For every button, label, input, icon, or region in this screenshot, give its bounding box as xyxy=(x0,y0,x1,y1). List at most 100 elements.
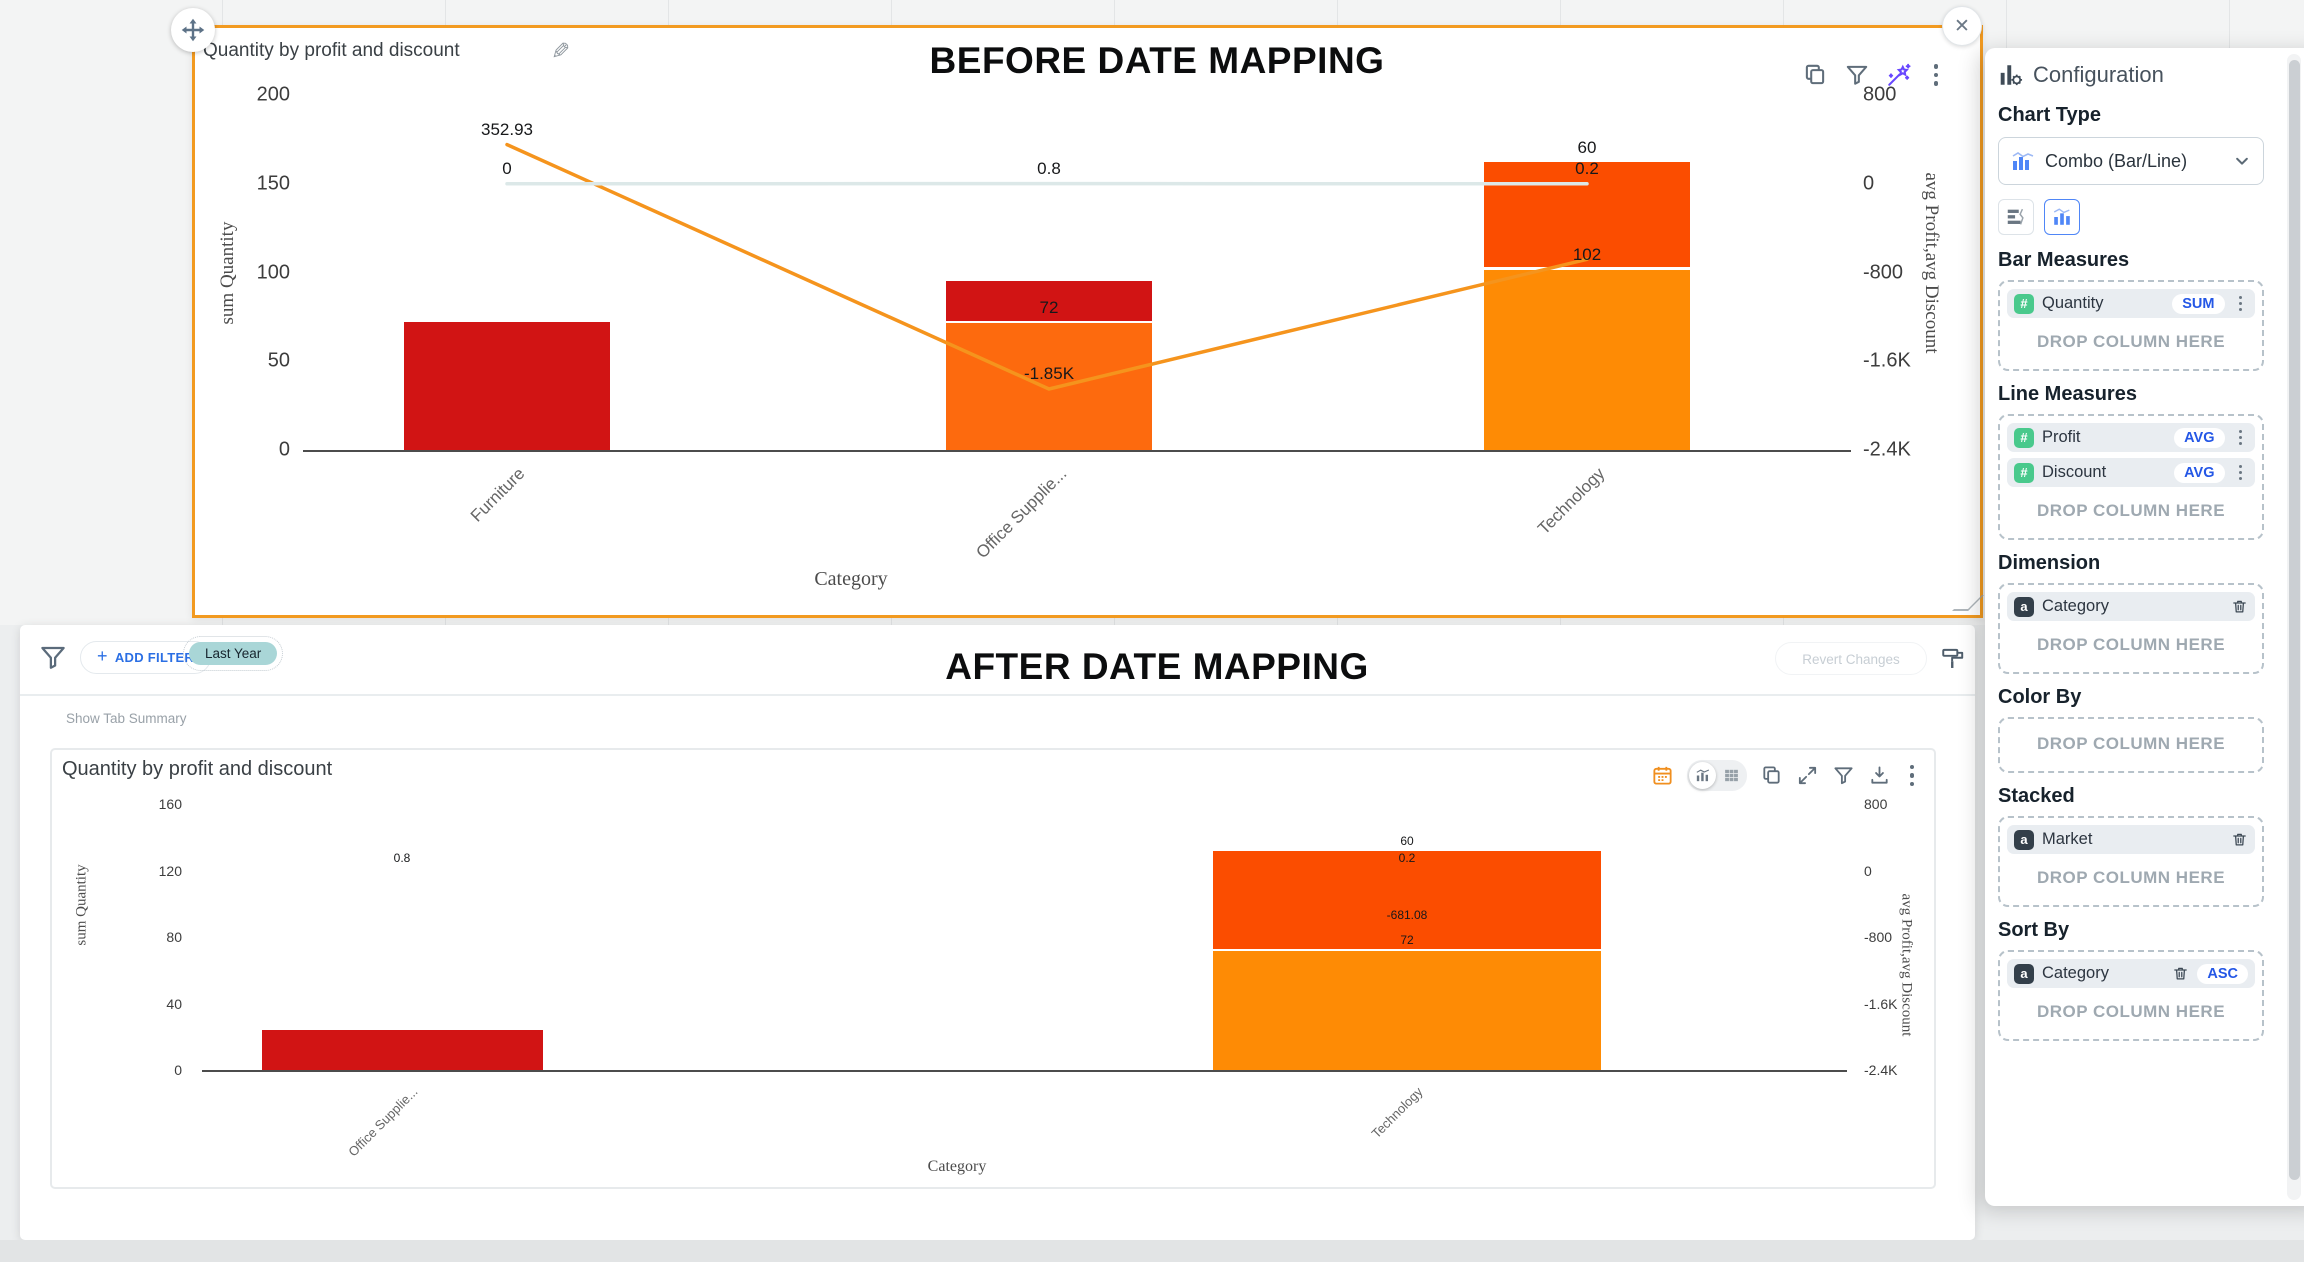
drop-zone[interactable]: a Market DROP COLUMN HERE xyxy=(1998,816,2264,907)
filter-bar-funnel-icon[interactable] xyxy=(38,643,68,673)
magic-wand-icon[interactable] xyxy=(1886,62,1912,88)
top-chart-card[interactable]: ✕ Quantity by profit and discount ✎ 200 1… xyxy=(171,6,1984,618)
column-chip[interactable]: a Category ASC xyxy=(2007,959,2255,988)
bar-segment[interactable] xyxy=(1213,850,1601,951)
bar-value-label: 60 xyxy=(1400,833,1414,848)
bar-segment[interactable] xyxy=(404,322,610,450)
bottom-combo-chart[interactable]: 160 120 80 40 0 800 0 -800 -1.6K -2.4K sum Quantit… xyxy=(52,750,1934,1187)
chart-view-icon[interactable] xyxy=(1688,762,1716,789)
aggregation-pill[interactable]: AVG xyxy=(2174,462,2225,483)
revert-changes-button[interactable]: Revert Changes xyxy=(1775,642,1927,675)
active-filter-chip[interactable]: Last Year xyxy=(183,636,284,671)
x-axis-category-label[interactable]: Furniture xyxy=(466,464,529,526)
trash-icon[interactable] xyxy=(2231,598,2248,615)
line-series-layer xyxy=(505,142,1589,391)
move-handle[interactable] xyxy=(171,8,215,52)
column-chip[interactable]: # Quantity SUM xyxy=(2007,289,2255,318)
column-chip[interactable]: a Category xyxy=(2007,592,2255,621)
scrollbar-thumb[interactable] xyxy=(2288,60,2300,1180)
bar-value-label: 60 xyxy=(1577,138,1597,158)
bar-segment[interactable] xyxy=(1484,268,1690,450)
drop-zone[interactable]: DROP COLUMN HERE xyxy=(1998,717,2264,773)
x-axis-name: Category xyxy=(927,1158,987,1175)
segment-divider xyxy=(946,320,1152,324)
column-name: Category xyxy=(2042,964,2109,982)
paint-roller-icon[interactable] xyxy=(1940,645,1966,671)
calendar-icon[interactable] xyxy=(1651,764,1674,787)
combo-chart-icon xyxy=(2012,152,2034,170)
right-axis-tick: 800 xyxy=(1864,796,1888,812)
x-axis-category-label[interactable]: Technology xyxy=(1534,464,1609,539)
vertical-combo-button[interactable] xyxy=(2044,199,2080,235)
column-chip[interactable]: # Profit AVG xyxy=(2007,423,2255,452)
right-axis-name: avg Profit,avg Discount xyxy=(1921,172,1942,354)
section-label: Sort By xyxy=(1998,919,2070,941)
x-axis-category-label[interactable]: Office Supplie... xyxy=(345,1084,421,1160)
trash-icon[interactable] xyxy=(2231,831,2248,848)
aggregation-pill[interactable]: SUM xyxy=(2172,293,2225,314)
more-options-icon[interactable] xyxy=(1928,64,1945,86)
section-label: Stacked xyxy=(1998,785,2075,807)
top-chart-title: Quantity by profit and discount xyxy=(203,40,460,61)
left-axis-tick: 40 xyxy=(166,995,182,1012)
chip-menu-icon[interactable] xyxy=(2233,295,2249,312)
drop-zone[interactable]: # Profit AVG # Discount AVG DROP COLUMN HERE xyxy=(1998,414,2264,540)
aggregation-pill[interactable]: ASC xyxy=(2197,963,2248,984)
column-name: Market xyxy=(2042,830,2093,848)
drop-column-placeholder: DROP COLUMN HERE xyxy=(2036,1002,2226,1021)
download-icon[interactable] xyxy=(1868,764,1891,787)
chip-menu-icon[interactable] xyxy=(2233,429,2249,446)
table-view-icon[interactable] xyxy=(1718,762,1745,789)
filter-icon[interactable] xyxy=(1844,62,1870,88)
horizontal-combo-button[interactable] xyxy=(1998,199,2034,235)
drop-zone[interactable]: # Quantity SUM DROP COLUMN HERE xyxy=(1998,280,2264,371)
line-value-label: 352.93 xyxy=(481,119,533,139)
line-value-label: -681.08 xyxy=(1386,908,1428,923)
left-axis-tick: 160 xyxy=(158,796,182,812)
bar-segment[interactable] xyxy=(946,281,1152,323)
line-avg-profit[interactable] xyxy=(505,142,1589,391)
right-axis-name: avg Profit,avg Discount xyxy=(1898,893,1915,1037)
chip-menu-icon[interactable] xyxy=(2233,464,2249,481)
trash-icon[interactable] xyxy=(2172,965,2189,982)
top-combo-chart[interactable]: 200 150 100 50 0 800 0 -800 -1.6K -2.4K sum Quanti… xyxy=(195,28,1980,615)
column-chip[interactable]: a Market xyxy=(2007,825,2255,854)
filter-icon[interactable] xyxy=(1832,764,1855,787)
bar-value-label: 72 xyxy=(1400,933,1414,948)
show-tab-summary-link[interactable]: Show Tab Summary xyxy=(66,711,187,726)
drop-zone[interactable]: a Category DROP COLUMN HERE xyxy=(1998,583,2264,674)
chart-table-toggle[interactable] xyxy=(1686,760,1747,791)
column-chip[interactable]: # Discount AVG xyxy=(2007,458,2255,487)
right-axis-tick: 800 xyxy=(1863,83,1897,106)
chart-type-select[interactable]: Combo (Bar/Line) xyxy=(1998,137,2264,185)
bar-segment[interactable] xyxy=(1213,950,1601,1070)
line-value-label: 0.2 xyxy=(1398,851,1416,866)
line-value-label: 0 xyxy=(502,158,512,178)
section-label: Bar Measures xyxy=(1998,249,2130,271)
bar-segment[interactable] xyxy=(946,322,1152,450)
x-axis-category-label[interactable]: Office Supplie... xyxy=(972,464,1071,563)
more-options-icon[interactable] xyxy=(1904,764,1921,787)
copy-icon[interactable] xyxy=(1802,62,1828,88)
chevron-down-icon xyxy=(2236,157,2248,165)
numeric-type-badge: # xyxy=(2014,293,2034,314)
x-axis-category-label[interactable]: Technology xyxy=(1368,1084,1426,1142)
bar-segment[interactable] xyxy=(1484,162,1690,269)
drop-zone[interactable]: a Category ASC DROP COLUMN HERE xyxy=(1998,950,2264,1041)
x-axis-name: Category xyxy=(814,568,888,590)
right-axis-tick: -2.4K xyxy=(1863,438,1911,461)
copy-icon[interactable] xyxy=(1760,764,1783,787)
numeric-type-badge: # xyxy=(2014,427,2034,448)
divider xyxy=(20,694,1975,696)
left-axis-tick: 0 xyxy=(174,1062,182,1078)
column-name: Quantity xyxy=(2042,294,2104,312)
bar-value-label: 102 xyxy=(1572,244,1602,264)
remove-widget-button[interactable]: ✕ xyxy=(1942,6,1982,46)
config-section: Line Measures # Profit AVG # Discount AVG DROP … xyxy=(1998,383,2264,540)
expand-icon[interactable] xyxy=(1796,764,1819,787)
config-section: Dimension a Category DROP COLUMN HERE xyxy=(1998,552,2264,674)
aggregation-pill[interactable]: AVG xyxy=(2174,427,2225,448)
bar-segment[interactable] xyxy=(261,1030,543,1070)
configuration-title: Configuration xyxy=(2033,62,2164,87)
